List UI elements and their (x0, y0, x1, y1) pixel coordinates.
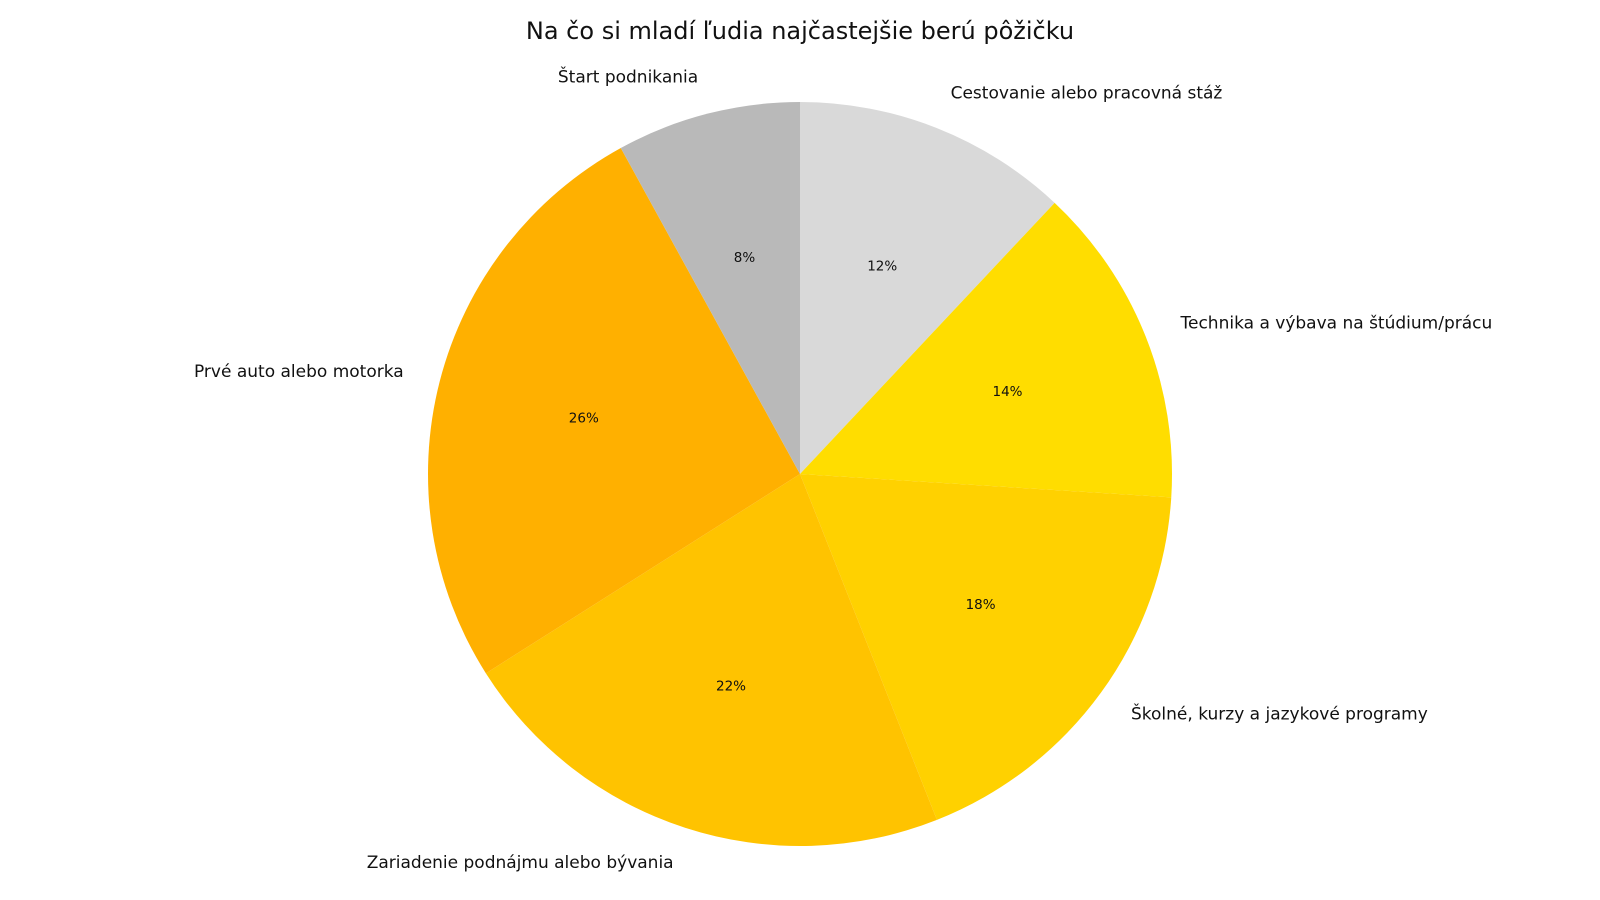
percent-labels: 12% 14% 18% 22% 26% 8% (569, 250, 1023, 695)
slice-percent-label: 14% (992, 384, 1022, 400)
slice-category-label: Prvé auto alebo motorka (194, 362, 404, 382)
pie-slice (485, 474, 937, 847)
slice-percent-label: 12% (867, 259, 897, 275)
pie-slice (427, 148, 800, 674)
slice-percent-label: 26% (569, 411, 599, 427)
chart-title: Na čo si mladí ľudia najčastejšie berú p… (526, 17, 1074, 45)
pie-slice (620, 102, 800, 474)
slice-percent-label: 18% (966, 597, 996, 613)
slice-percent-label: 8% (734, 250, 756, 266)
slice-category-label: Zariadenie podnájmu alebo bývania (367, 853, 674, 873)
slice-category-label: Školné, kurzy a jazykové programy (1131, 703, 1428, 725)
pie-slice (800, 202, 1173, 498)
slice-category-label: Technika a výbava na štúdium/prácu (1180, 313, 1493, 333)
slice-category-label: Cestovanie alebo pracovná stáž (951, 84, 1223, 104)
pie-slice (800, 474, 1172, 820)
slice-category-label: Štart podnikania (558, 66, 698, 88)
pie-slices (427, 102, 1173, 847)
pie-slice (800, 102, 1055, 474)
category-labels: Cestovanie alebo pracovná stáž Technika a… (194, 66, 1492, 874)
slice-percent-label: 22% (716, 678, 746, 694)
